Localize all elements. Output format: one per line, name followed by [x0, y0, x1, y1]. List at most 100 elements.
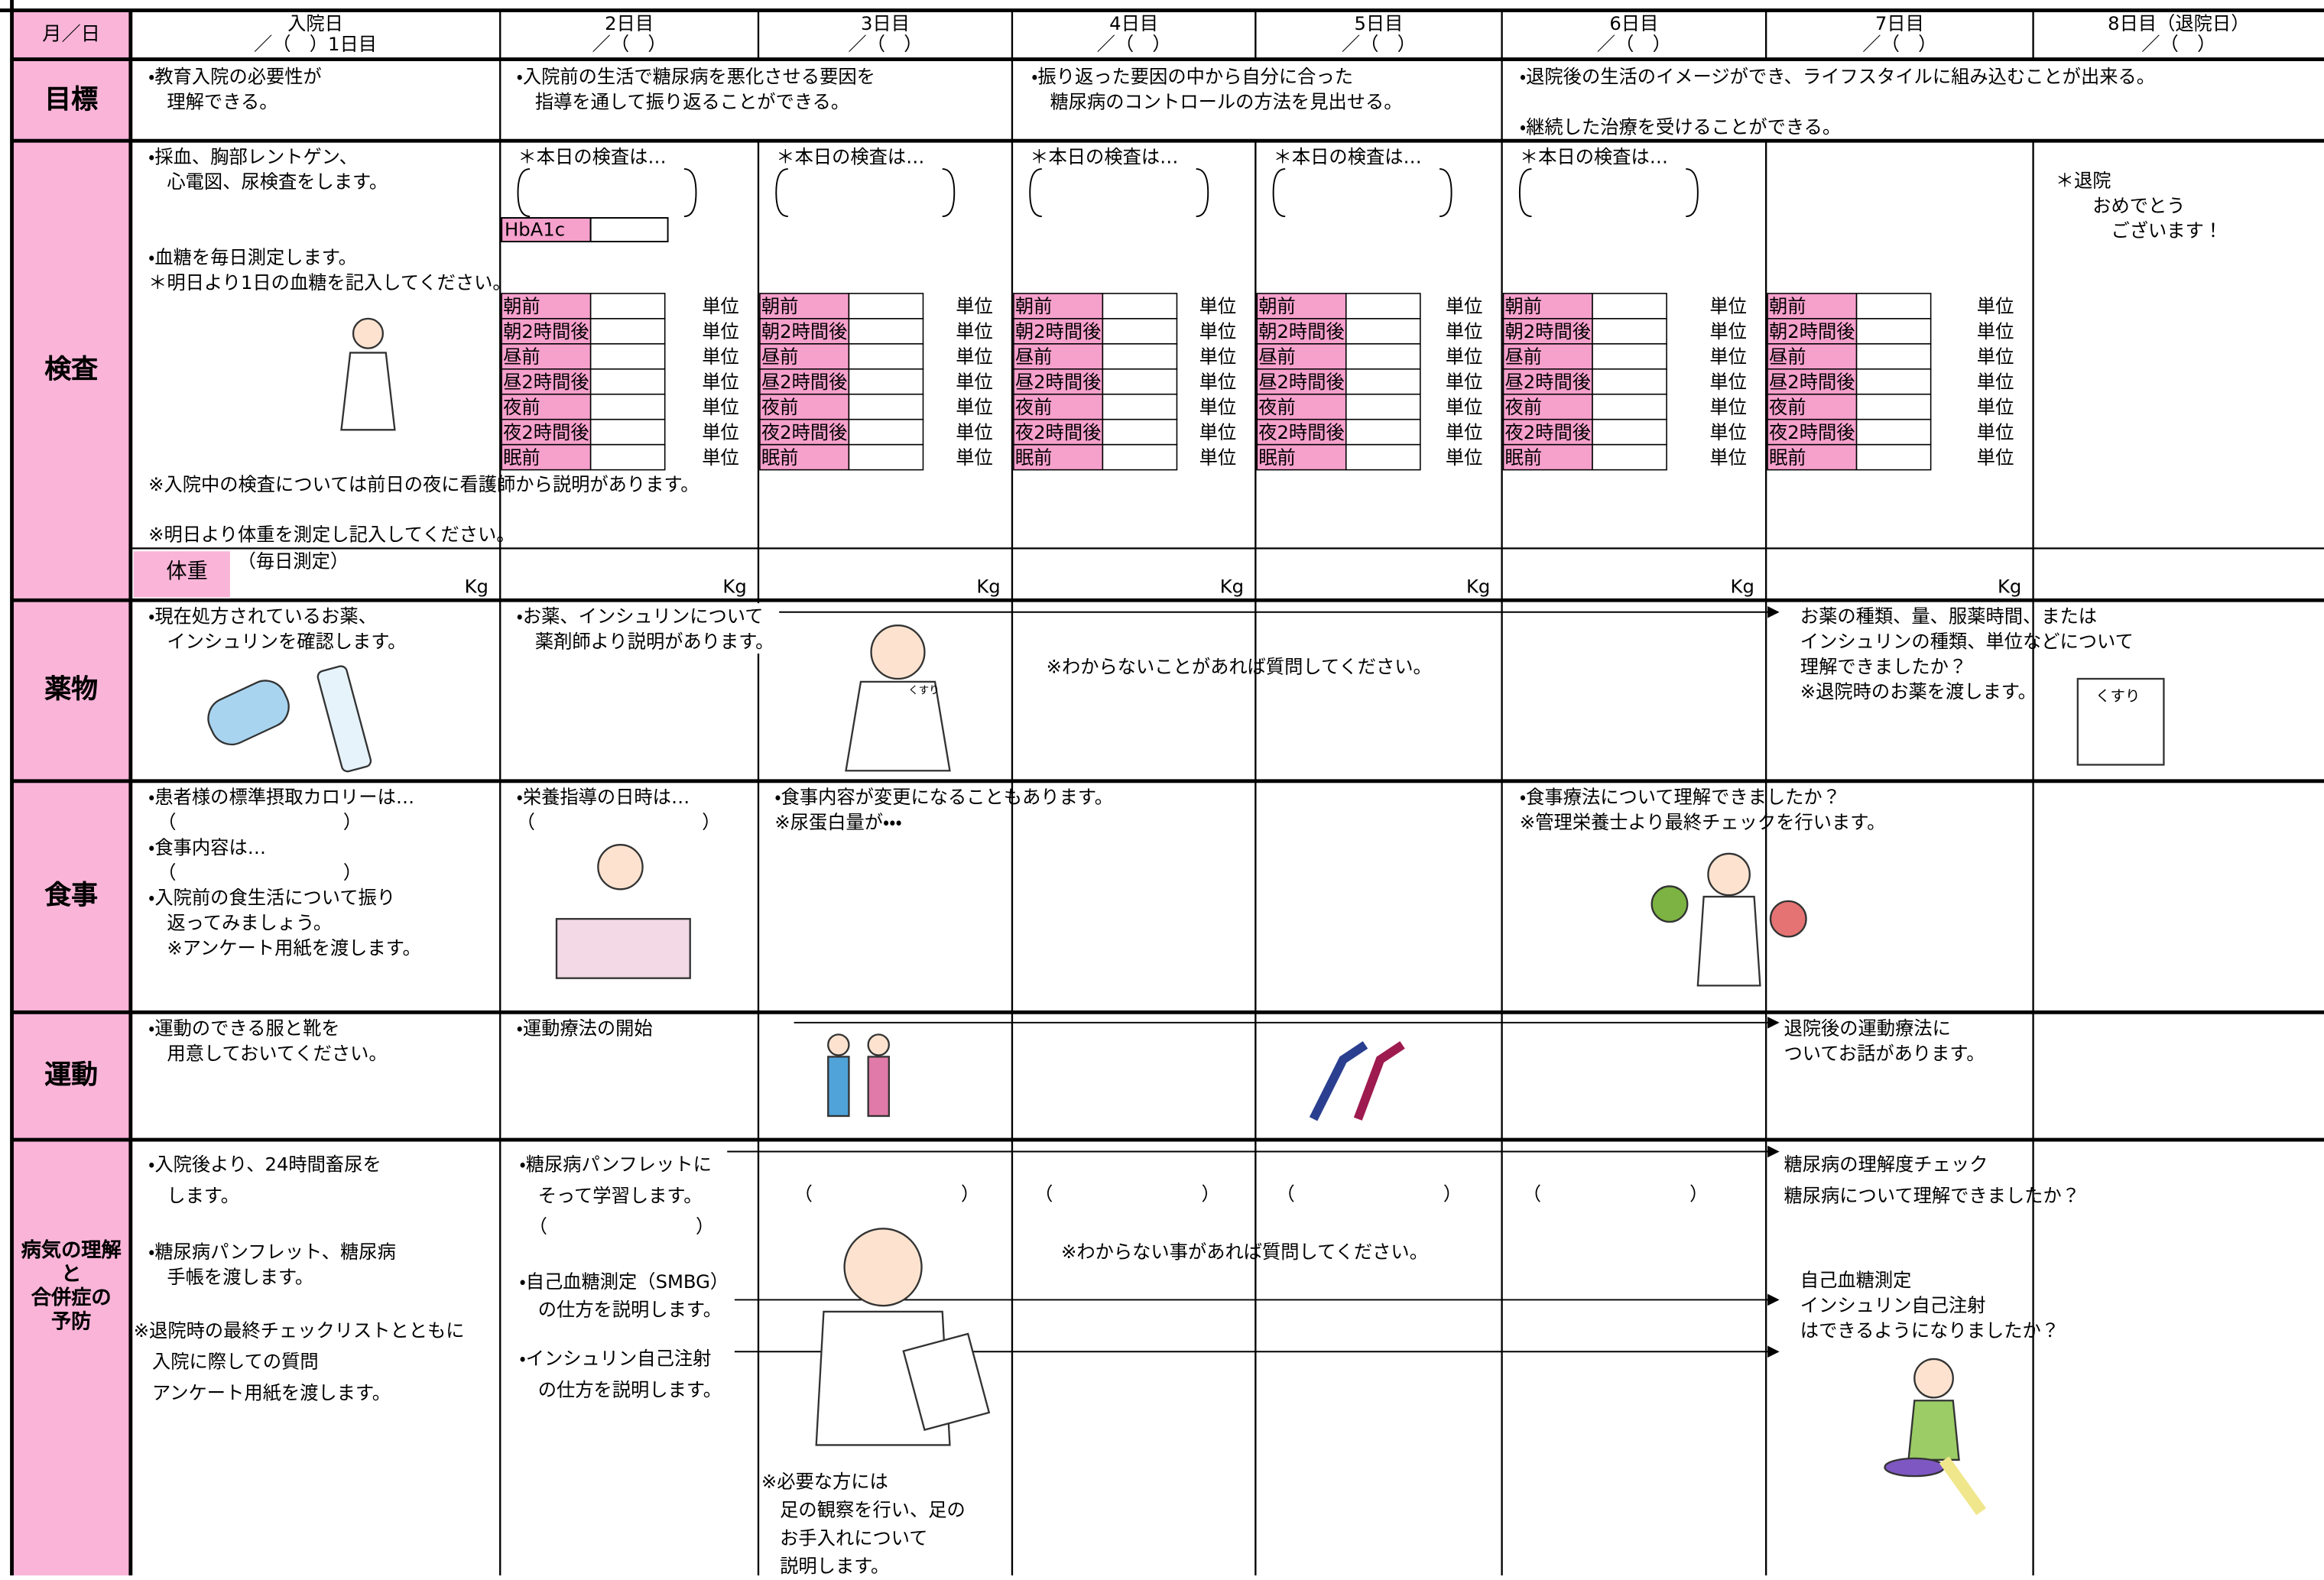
disease-text: ・自己血糖測定（SMBG） の仕方を説明します。 [519, 1267, 729, 1324]
row-label: 目標 [44, 84, 99, 116]
glucose-label: 朝前 [503, 294, 540, 317]
glucose-label-box [1767, 343, 1858, 370]
glucose-unit: 単位 [1976, 320, 2014, 342]
glucose-field [1592, 368, 1667, 395]
glucose-unit: 単位 [702, 395, 739, 418]
day-name: 入院日 [287, 11, 343, 34]
glucose-label: 夜前 [1258, 395, 1296, 418]
glucose-field [848, 443, 924, 471]
glucose-field [1592, 443, 1667, 471]
exam-prompt: ＊本日の検査は… [1519, 145, 1669, 168]
glucose-label: 朝2時間後 [1504, 320, 1591, 342]
disease-text: ※必要な方には 足の観察を行い、足の お手入れについて 説明します。 [761, 1470, 966, 1577]
day-date: ／（ ） [1596, 32, 1671, 55]
disease-text: 糖尿病の理解度チェック 糖尿病について理解できましたか？ [1784, 1153, 2081, 1207]
glucose-unit: 単位 [956, 320, 993, 342]
disease-text: ・インシュリン自己注射 の仕方を説明します。 [519, 1342, 722, 1406]
glucose-label: 昼2時間後 [503, 370, 589, 393]
glucose-label: 夜2時間後 [1014, 420, 1102, 443]
glucose-label-box [1502, 443, 1593, 471]
glucose-field [1102, 293, 1178, 320]
glucose-label: 眠前 [503, 446, 540, 469]
glucose-field [1855, 368, 1932, 395]
glucose-label: 夜2時間後 [761, 420, 848, 443]
glucose-unit: 単位 [1445, 345, 1483, 368]
glucose-field [848, 393, 924, 420]
glucose-label: 朝2時間後 [1014, 320, 1102, 342]
medicine-text: ※わからないことがあれば質問してください。 [1046, 654, 1432, 678]
glucose-label: 夜前 [503, 395, 540, 418]
glucose-label: 眠前 [1014, 446, 1053, 469]
glucose-label: 夜前 [761, 395, 799, 418]
meal-text: ・食事療法について理解できましたか？ ※管理栄養士より最終チェックを行います。 [1519, 785, 1886, 833]
glucose-field [589, 343, 666, 370]
goal: ・継続した治療を受けることができる。 [1519, 115, 1842, 138]
glucose-unit: 単位 [702, 446, 739, 469]
glucose-field [1102, 318, 1178, 345]
discharge-note: ＊退院 おめでとう ございます！ [2055, 169, 2223, 242]
glucose-unit: 単位 [1199, 345, 1237, 368]
glucose-label-box [1256, 418, 1347, 446]
glucose-unit: 単位 [1976, 345, 2014, 368]
day-date: ／（ ） [848, 32, 923, 55]
hba1c-label: HbA1c [505, 218, 566, 241]
glucose-label: 昼2時間後 [761, 370, 848, 393]
exam-text: ・血糖を毎日測定します。 ＊明日より1日の血糖を記入してください。 [148, 245, 511, 294]
bracket [1272, 168, 1452, 218]
glucose-label-box [1013, 418, 1104, 446]
day-name: 3日目 [860, 11, 910, 34]
day-name: 8日目（退院日） [2108, 11, 2250, 34]
blank-field: （ ） [794, 1183, 980, 1205]
glucose-label-box [759, 443, 850, 471]
glucose-label: 昼前 [1769, 345, 1806, 368]
row-label: 食事 [44, 880, 99, 912]
day-date: ／（ ） [592, 32, 667, 55]
glucose-unit: 単位 [956, 294, 993, 317]
day-name: 7日目 [1874, 11, 1924, 34]
glucose-label: 眠前 [761, 446, 799, 469]
glucose-field [1855, 343, 1932, 370]
glucose-unit: 単位 [1445, 395, 1483, 418]
medicine-text: お薬の種類、量、服薬時間、または インシュリンの種類、単位などについて 理解でき… [1800, 605, 2134, 703]
weight-unit: Kg [1219, 575, 1245, 598]
goal: ・入院前の生活で糖尿病を悪化させる要因を 指導を通して振り返ることができる。 [516, 65, 875, 113]
glucose-field [1855, 443, 1932, 471]
glucose-unit: 単位 [1199, 420, 1237, 443]
glucose-field [1102, 418, 1178, 446]
day-date: ／（ ） [1096, 32, 1171, 55]
glucose-label-box [1013, 368, 1104, 395]
glucose-unit: 単位 [1199, 370, 1237, 393]
glucose-label-box [501, 443, 592, 471]
day-date: ／（ ） [1862, 32, 1937, 55]
glucose-field [1592, 343, 1667, 370]
glucose-label: 朝2時間後 [761, 320, 848, 342]
glucose-label: 朝前 [1504, 294, 1543, 317]
exam-prompt: ＊本日の検査は… [1273, 145, 1422, 168]
glucose-field [1345, 443, 1421, 471]
glucose-label: 昼前 [503, 345, 540, 368]
glucose-field [1345, 393, 1421, 420]
exam-text: ・採血、胸部レントゲン、 心電図、尿検査をします。 [148, 145, 388, 193]
glucose-field [848, 343, 924, 370]
glucose-label: 昼2時間後 [1769, 370, 1855, 393]
glucose-label-box [1767, 443, 1858, 471]
glucose-unit: 単位 [1445, 446, 1483, 469]
row-label: 運動 [44, 1059, 99, 1092]
glucose-label: 朝前 [1769, 294, 1806, 317]
glucose-field [1102, 443, 1178, 471]
glucose-unit: 単位 [956, 395, 993, 418]
glucose-field [1102, 343, 1178, 370]
glucose-label: 夜2時間後 [1769, 420, 1855, 443]
weight-unit: Kg [1997, 575, 2022, 598]
exercise-text: ・運動のできる服と靴を 用意しておいてください。 [148, 1017, 388, 1065]
row-label: 薬物 [44, 674, 99, 706]
glucose-unit: 単位 [1199, 320, 1237, 342]
glucose-unit: 単位 [702, 320, 739, 342]
glucose-unit: 単位 [956, 370, 993, 393]
blank-field: （ ） [1034, 1183, 1220, 1205]
disease-text: ・糖尿病パンフレットに そって学習します。 （ ） [519, 1148, 715, 1242]
glucose-field [1345, 343, 1421, 370]
glucose-unit: 単位 [1445, 370, 1483, 393]
